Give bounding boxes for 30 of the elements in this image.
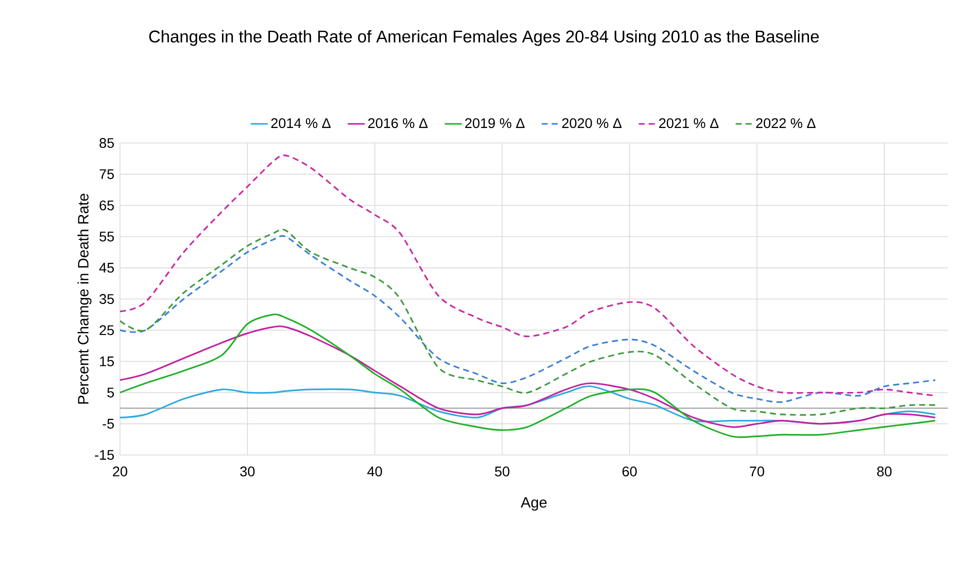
legend-label: 2022 % Δ [756,118,816,128]
x-tick-label: 80 [877,466,892,476]
y-tick-label: 55 [100,232,114,242]
x-tick-label: 50 [494,466,510,476]
x-tick-label: 40 [367,466,382,476]
legend-label: 2014 % Δ [271,118,331,128]
x-tick-label: 70 [750,466,764,476]
x-tick-label: 60 [622,466,637,476]
y-tick-label: 5 [107,388,114,398]
chart-title: Changes in the Death Rate of American Females Ages 20-84 Using 2010 as the Baseline [149,30,819,46]
legend-label: 2021 % Δ [659,118,719,128]
line-series [120,314,936,438]
legend-label: 2020 % Δ [562,118,622,128]
y-tick-label: 45 [99,262,114,273]
y-tick-label: 15 [100,356,114,366]
y-tick-label: 85 [100,138,114,148]
y-tick-label: -5 [102,418,114,429]
legend-label: 2019 % Δ [465,118,525,128]
x-tick-label: 30 [240,466,255,476]
line-series [120,326,936,428]
y-tick-label: -15 [94,450,114,460]
y-tick-label: 35 [100,294,114,304]
line-series [120,386,936,425]
y-tick-label: 75 [100,169,114,180]
y-axis-title: Percemt Chamge in Death Rate [78,194,92,404]
x-axis-title: Age [520,497,547,511]
y-tick-label: 65 [100,200,114,210]
x-tick-label: 20 [112,466,128,476]
legend-label: 2016 % Δ [368,118,428,128]
y-tick-label: 25 [100,325,114,336]
